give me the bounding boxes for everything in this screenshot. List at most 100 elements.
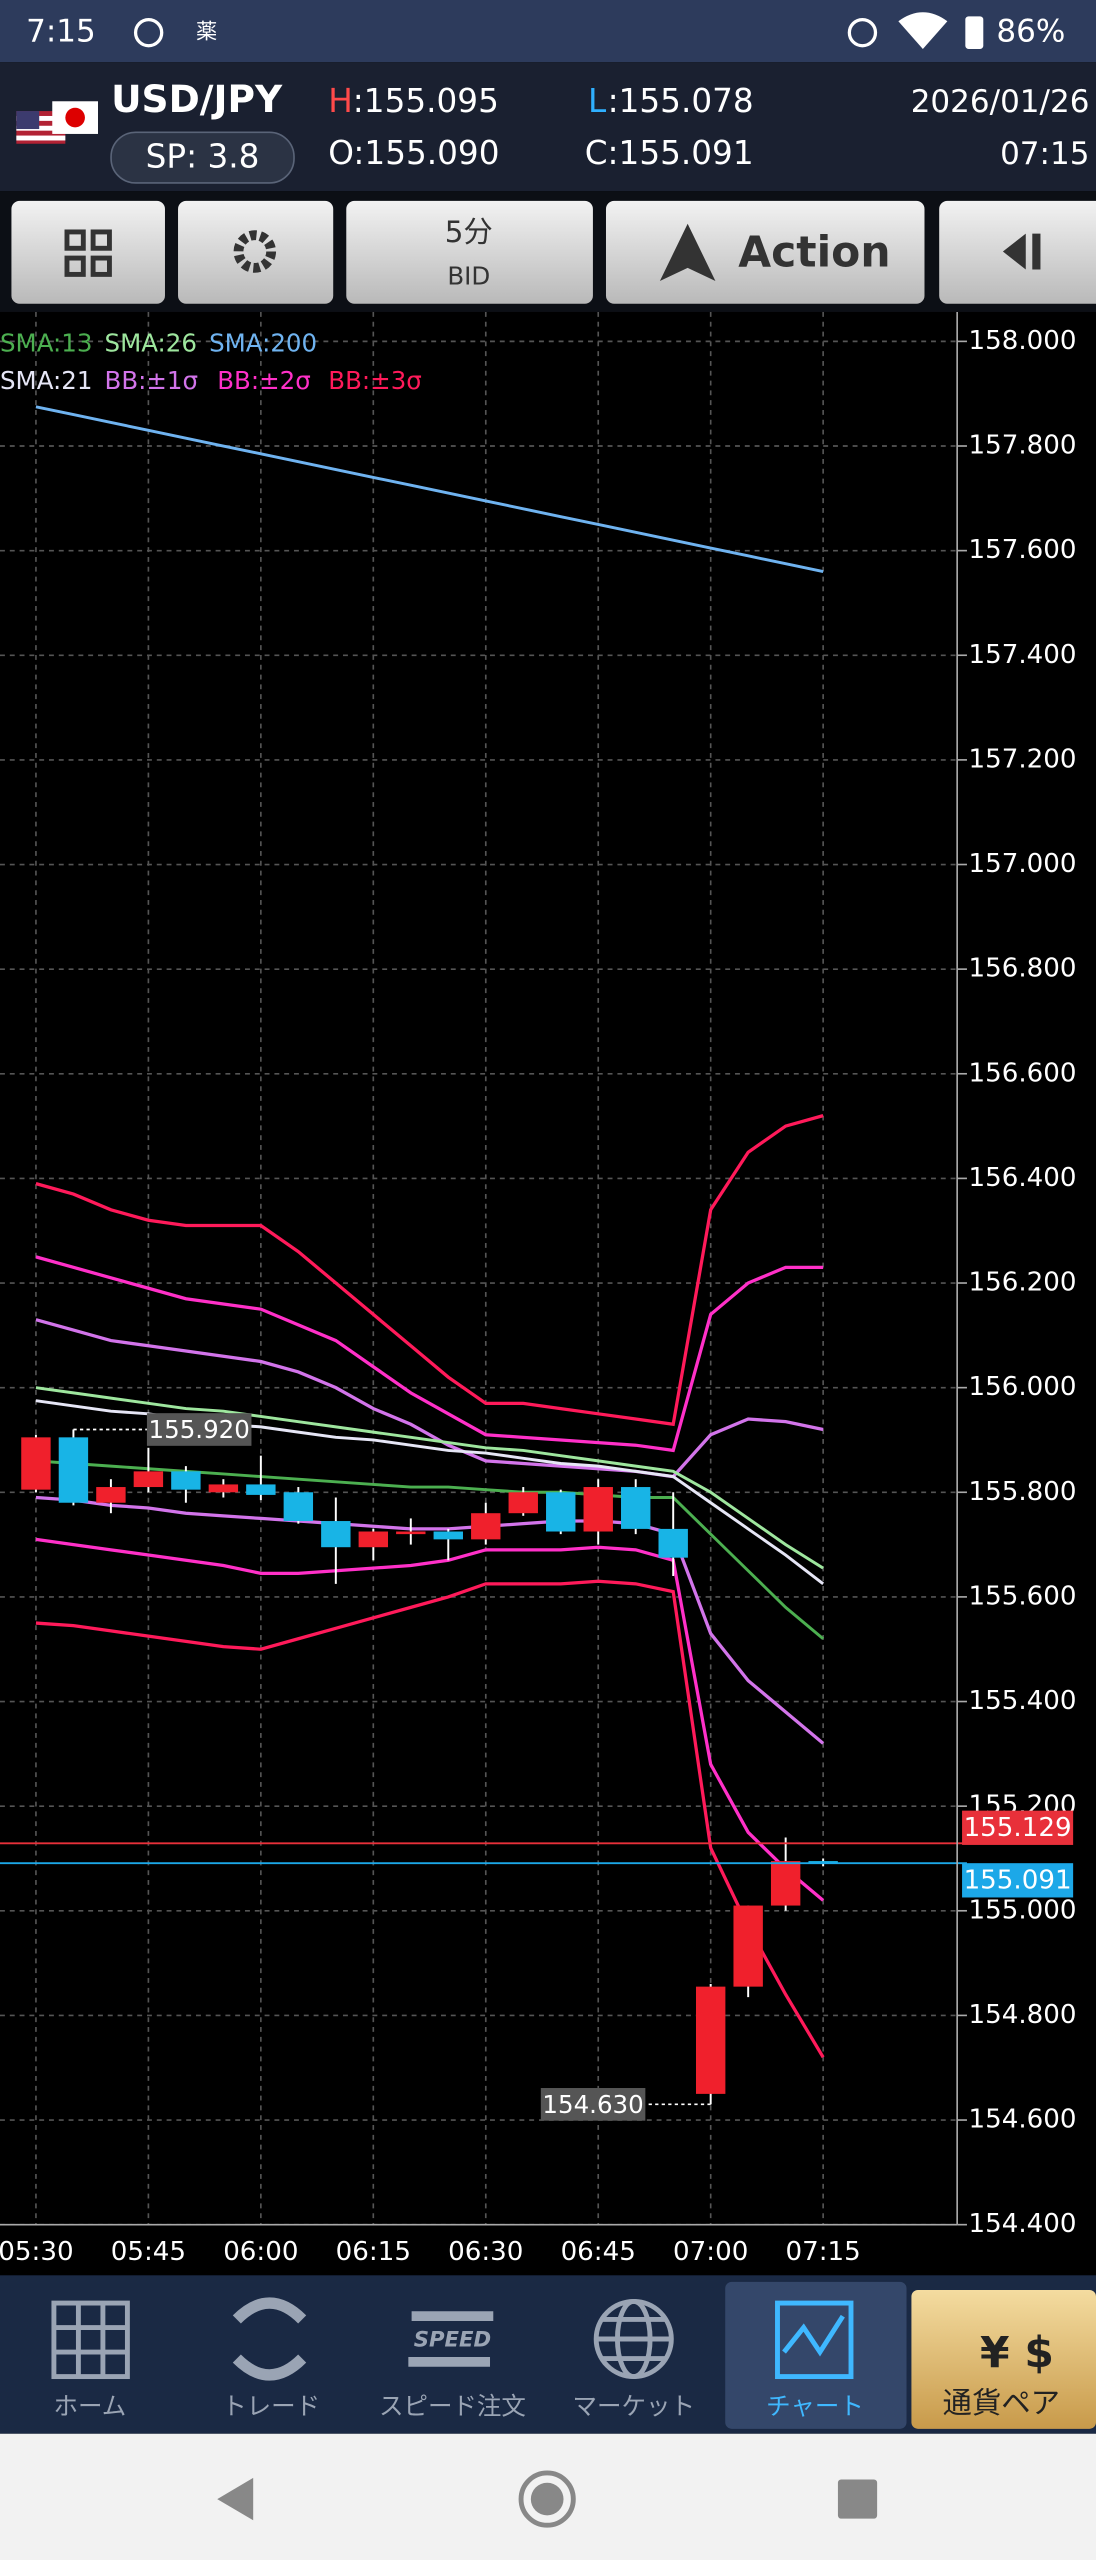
y-tick-label: 155.600 bbox=[968, 1581, 1076, 1611]
nav-label[interactable]: ホーム bbox=[53, 2392, 126, 2421]
candle-body bbox=[246, 1484, 276, 1495]
candle-body bbox=[471, 1513, 501, 1540]
candle-body bbox=[508, 1492, 538, 1514]
y-tick-label: 157.600 bbox=[968, 535, 1076, 565]
chart-icon bbox=[775, 2300, 854, 2380]
settings-button[interactable] bbox=[178, 200, 334, 304]
candle-body bbox=[658, 1528, 688, 1558]
price-type: BID bbox=[447, 262, 490, 291]
nav-label[interactable]: マーケット bbox=[573, 2392, 696, 2421]
status-time: 7:15 bbox=[26, 14, 96, 50]
low-value: :155.078 bbox=[608, 82, 754, 120]
nav-label[interactable]: トレード bbox=[222, 2392, 320, 2421]
y-tick-label: 155.400 bbox=[968, 1686, 1076, 1716]
x-tick-label: 06:45 bbox=[561, 2237, 636, 2267]
candle-body bbox=[133, 1471, 164, 1488]
high-label: H bbox=[328, 82, 353, 120]
y-tick-label: 156.000 bbox=[968, 1372, 1076, 1402]
x-tick-label: 05:45 bbox=[111, 2237, 186, 2267]
app-icon: 薬 bbox=[196, 20, 217, 45]
candle-body bbox=[396, 1531, 426, 1535]
collapse-icon bbox=[1002, 233, 1041, 270]
candle-body bbox=[58, 1437, 89, 1503]
y-tick-label: 154.800 bbox=[968, 2000, 1076, 2030]
currency-pair: USD/JPY bbox=[111, 77, 283, 121]
candle-body bbox=[546, 1492, 576, 1532]
nav-label[interactable]: 通貨ペア bbox=[942, 2386, 1060, 2420]
candle-body bbox=[358, 1531, 389, 1548]
flag bbox=[16, 101, 99, 144]
indicator-line bbox=[35, 405, 824, 573]
nav-selected-bg bbox=[725, 2281, 907, 2429]
wifi-icon bbox=[898, 12, 948, 50]
x-tick-label: 06:30 bbox=[448, 2237, 523, 2267]
annotation-box bbox=[540, 2088, 646, 2121]
low-label: L bbox=[588, 82, 607, 120]
candle-body bbox=[283, 1492, 314, 1522]
recents-button[interactable] bbox=[837, 2479, 878, 2519]
nav-label[interactable]: スピード注文 bbox=[379, 2392, 526, 2421]
interval-button[interactable] bbox=[346, 200, 593, 304]
currency-banner[interactable] bbox=[911, 2290, 1096, 2429]
ask-label-box bbox=[962, 1810, 1074, 1845]
annotation-label: 154.630 bbox=[542, 2090, 643, 2119]
indicator-line bbox=[35, 1386, 824, 1570]
layout-button[interactable] bbox=[11, 200, 165, 304]
y-tick-label: 156.200 bbox=[968, 1268, 1076, 1298]
currency-symbols: ¥ $ bbox=[980, 2329, 1054, 2378]
speed-icon-text: SPEED bbox=[414, 2328, 491, 2353]
candle-body bbox=[695, 1986, 726, 2094]
legend-entry: SMA:21 bbox=[0, 366, 92, 395]
y-tick-label: 157.000 bbox=[968, 849, 1076, 879]
annotation-box bbox=[146, 1413, 252, 1446]
y-tick-label: 155.000 bbox=[968, 1895, 1076, 1925]
x-tick-label: 07:15 bbox=[785, 2237, 860, 2267]
legend-entry: SMA:13 bbox=[0, 329, 92, 358]
gear-icon bbox=[233, 230, 277, 273]
candle-body bbox=[96, 1487, 126, 1503]
interval: 5分 bbox=[445, 215, 493, 249]
indicator-line bbox=[35, 1495, 825, 1745]
nav-label[interactable]: チャート bbox=[766, 2392, 864, 2421]
chart: 154.400154.600154.800155.000155.200155.4… bbox=[0, 311, 1077, 2267]
candle-body bbox=[321, 1521, 351, 1548]
x-tick-label: 06:00 bbox=[223, 2237, 298, 2267]
trade-icon bbox=[232, 2297, 307, 2381]
home-button[interactable] bbox=[518, 2470, 576, 2528]
candle-body bbox=[621, 1487, 651, 1529]
home-button-dot bbox=[530, 2482, 564, 2516]
y-tick-label: 154.600 bbox=[968, 2105, 1076, 2135]
y-tick-label: 157.200 bbox=[968, 744, 1076, 774]
action-icon bbox=[659, 223, 716, 281]
candle-body bbox=[733, 1905, 763, 1987]
y-tick-label: 156.800 bbox=[968, 954, 1076, 984]
spread: SP: 3.8 bbox=[146, 137, 260, 175]
legend-entry: BB:±1σ bbox=[105, 366, 199, 395]
date: 2026/01/26 bbox=[911, 84, 1090, 120]
y-tick-label: 155.800 bbox=[968, 1477, 1076, 1507]
alarm-icon bbox=[133, 17, 164, 48]
candle-body bbox=[583, 1487, 613, 1532]
spread-pill bbox=[110, 131, 295, 184]
bid-label-box bbox=[962, 1863, 1074, 1898]
high-value: :155.095 bbox=[353, 82, 499, 120]
indicator-line bbox=[35, 1318, 824, 1479]
action-button[interactable] bbox=[605, 200, 925, 304]
candle-body bbox=[770, 1861, 801, 1906]
y-tick-label: 157.400 bbox=[968, 640, 1076, 670]
battery-level: 86% bbox=[996, 14, 1065, 50]
candle-body bbox=[433, 1531, 463, 1540]
ask-label: 155.129 bbox=[964, 1813, 1072, 1843]
back-button[interactable] bbox=[217, 2477, 254, 2521]
x-tick-label: 06:15 bbox=[336, 2237, 411, 2267]
y-tick-label: 154.400 bbox=[968, 2209, 1076, 2239]
candle-body bbox=[171, 1471, 201, 1490]
legend-entry: BB:±2σ bbox=[217, 366, 311, 395]
x-tick-label: 07:00 bbox=[673, 2237, 748, 2267]
indicator-line bbox=[35, 1579, 825, 2059]
y-tick-label: 158.000 bbox=[968, 326, 1076, 356]
x-tick-label: 05:30 bbox=[0, 2237, 74, 2267]
legend-entry: SMA:200 bbox=[209, 329, 317, 358]
annotation-label: 155.920 bbox=[149, 1415, 250, 1444]
